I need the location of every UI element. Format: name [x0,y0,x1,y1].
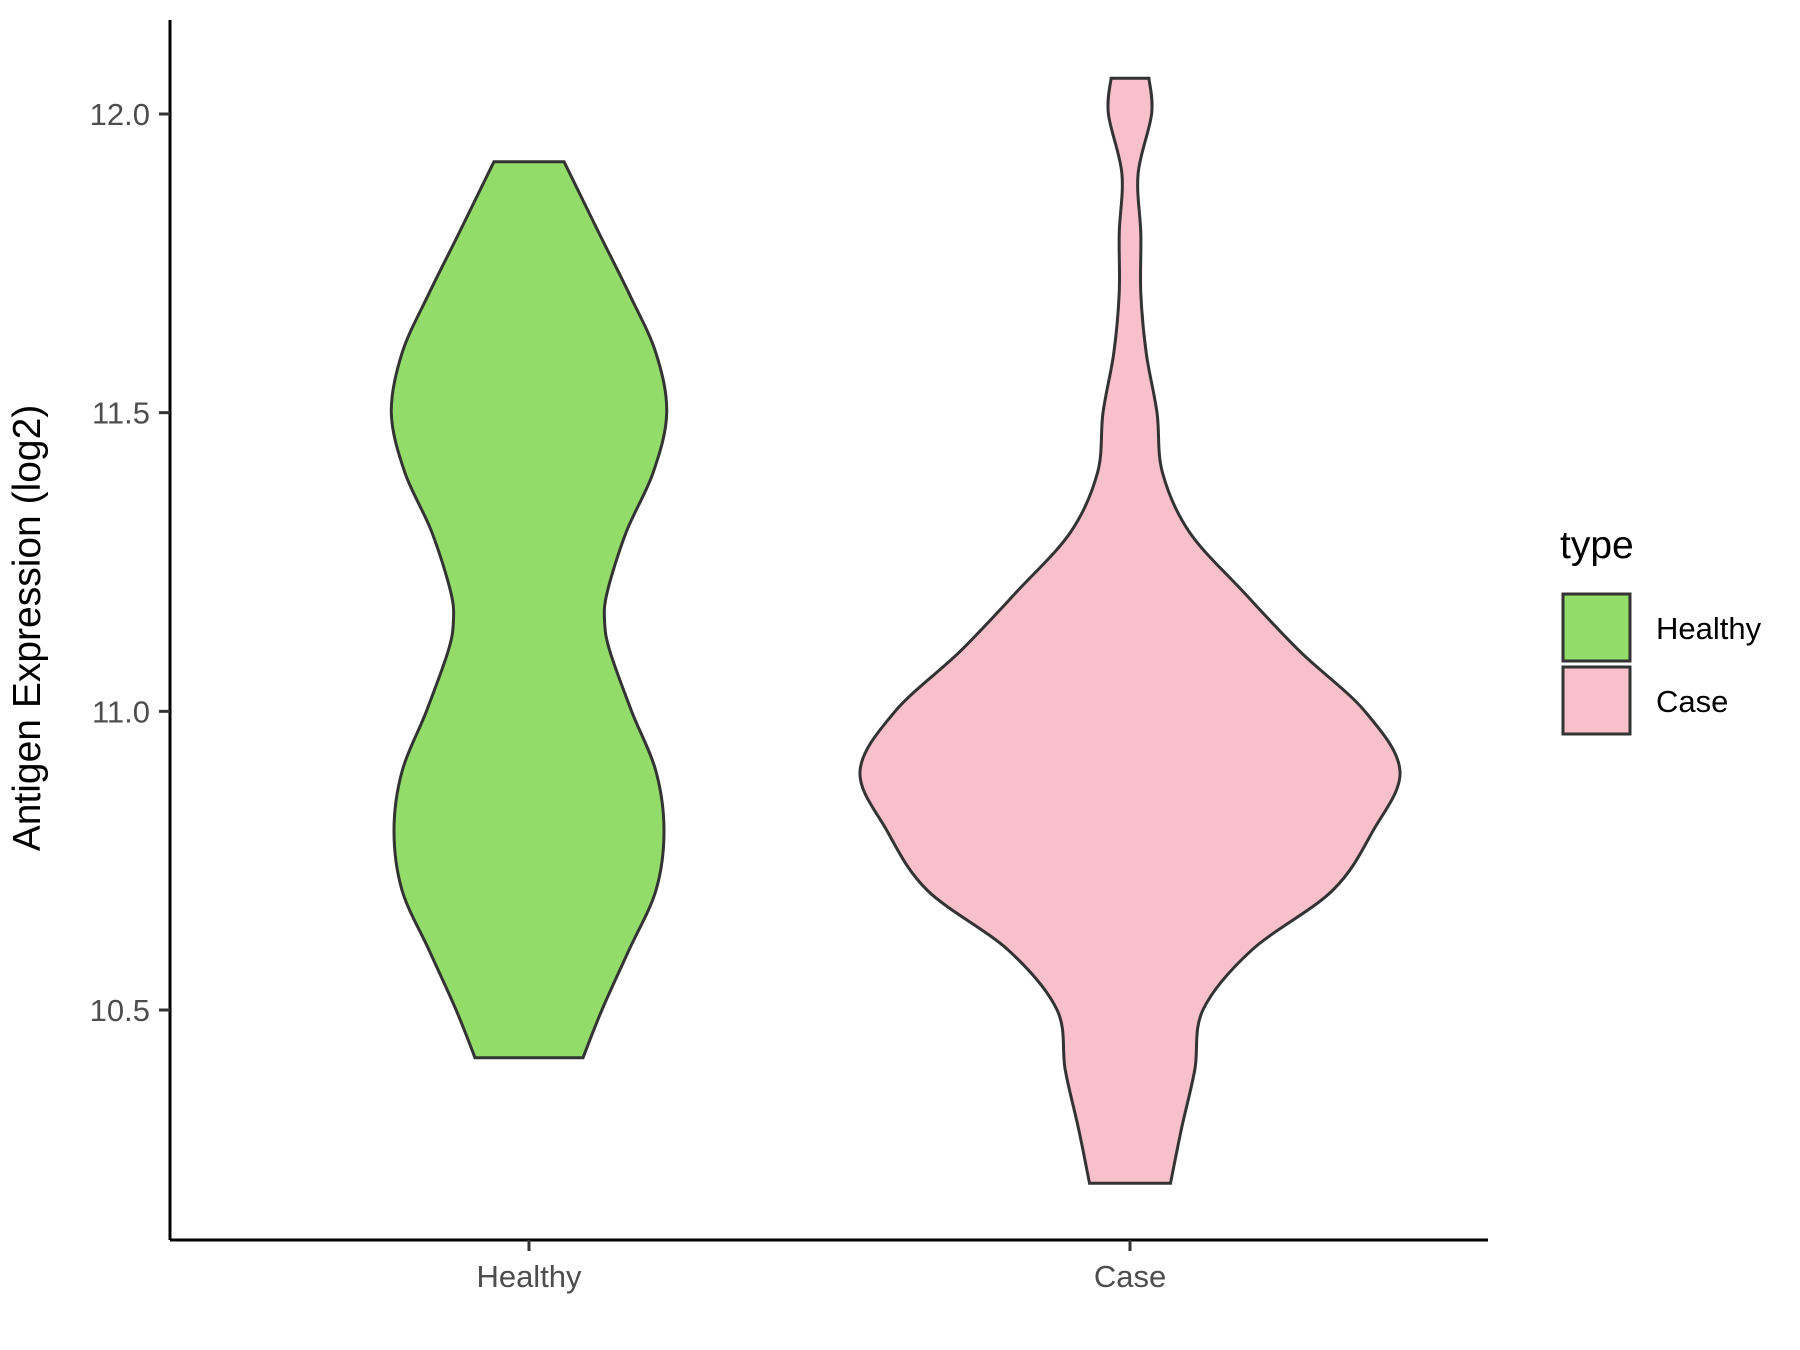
y-tick-label: 11.0 [92,694,150,729]
x-axis-ticks: Healthy Case [476,1240,1166,1294]
legend-items: Healthy Case [1561,592,1762,736]
y-tick-label: 10.5 [90,993,150,1028]
legend-key-case [1561,665,1632,736]
legend-label-healthy: Healthy [1656,611,1762,646]
y-tick-label: 12.0 [90,97,150,132]
y-axis-ticks: 10.5 11.0 11.5 12.0 [90,97,170,1028]
violin-layer [389,76,1402,1185]
y-axis-title: Antigen Expression (log2) [6,405,49,852]
legend-title: type [1560,524,1634,567]
legend-key-healthy [1561,592,1632,663]
violin-healthy [389,160,669,1060]
legend-label-case: Case [1656,684,1728,719]
legend: type Healthy Case [1560,524,1762,736]
axes [168,20,1488,1242]
x-tick-label-healthy: Healthy [476,1259,582,1294]
violin-case [858,76,1402,1185]
x-tick-label-case: Case [1094,1259,1166,1294]
y-tick-label: 11.5 [92,396,150,431]
